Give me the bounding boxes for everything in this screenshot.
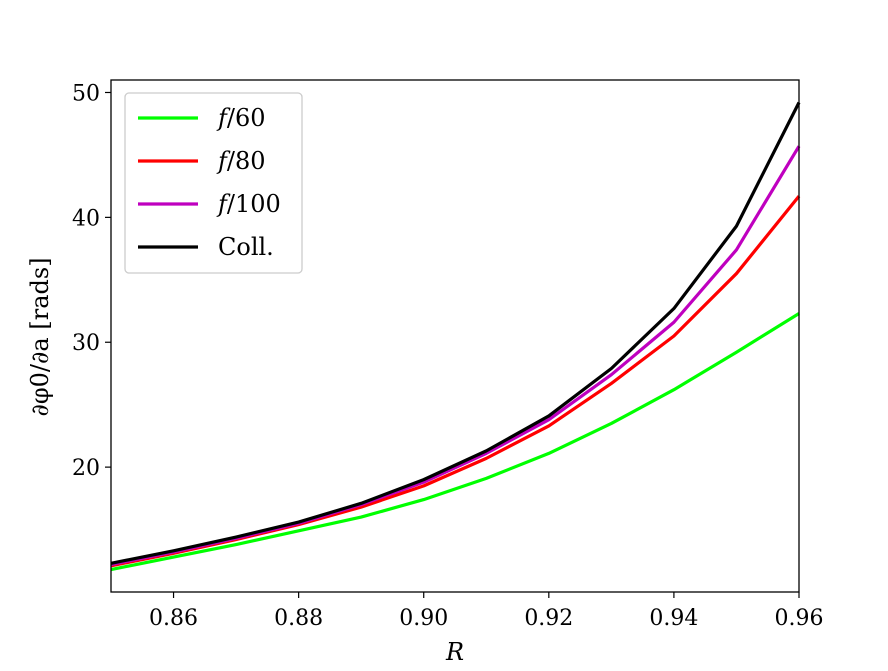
x-axis: 0.86 0.88 0.90 0.92 0.94 0.96	[149, 592, 823, 631]
plot-frame	[110, 79, 800, 593]
legend-box	[124, 92, 303, 274]
x-tick-label: 0.94	[649, 606, 698, 631]
y-tick-label: 40	[72, 206, 100, 231]
y-tick-label: 50	[72, 81, 100, 106]
x-axis-label: R	[445, 638, 464, 666]
legend: f/60 f/80 f/100 Coll.	[124, 92, 303, 274]
y-tick-label: 20	[72, 456, 100, 481]
series-line-0	[110, 312, 800, 572]
series-layer	[110, 101, 801, 572]
x-tick-label: 0.86	[149, 606, 198, 631]
legend-label: f/100	[216, 190, 281, 218]
x-tick-label: 0.92	[524, 606, 573, 631]
series-line-3	[110, 101, 801, 565]
legend-label: f/80	[216, 147, 266, 175]
y-tick-label: 30	[72, 331, 100, 356]
legend-label: f/60	[216, 104, 266, 132]
x-tick-label: 0.90	[399, 606, 448, 631]
y-axis: 20 30 40 50	[72, 81, 111, 481]
x-tick-label: 0.96	[775, 606, 824, 631]
x-tick-label: 0.88	[274, 606, 323, 631]
y-axis-label: ∂φ0/∂a [rads]	[26, 257, 54, 416]
legend-label: Coll.	[218, 233, 274, 261]
